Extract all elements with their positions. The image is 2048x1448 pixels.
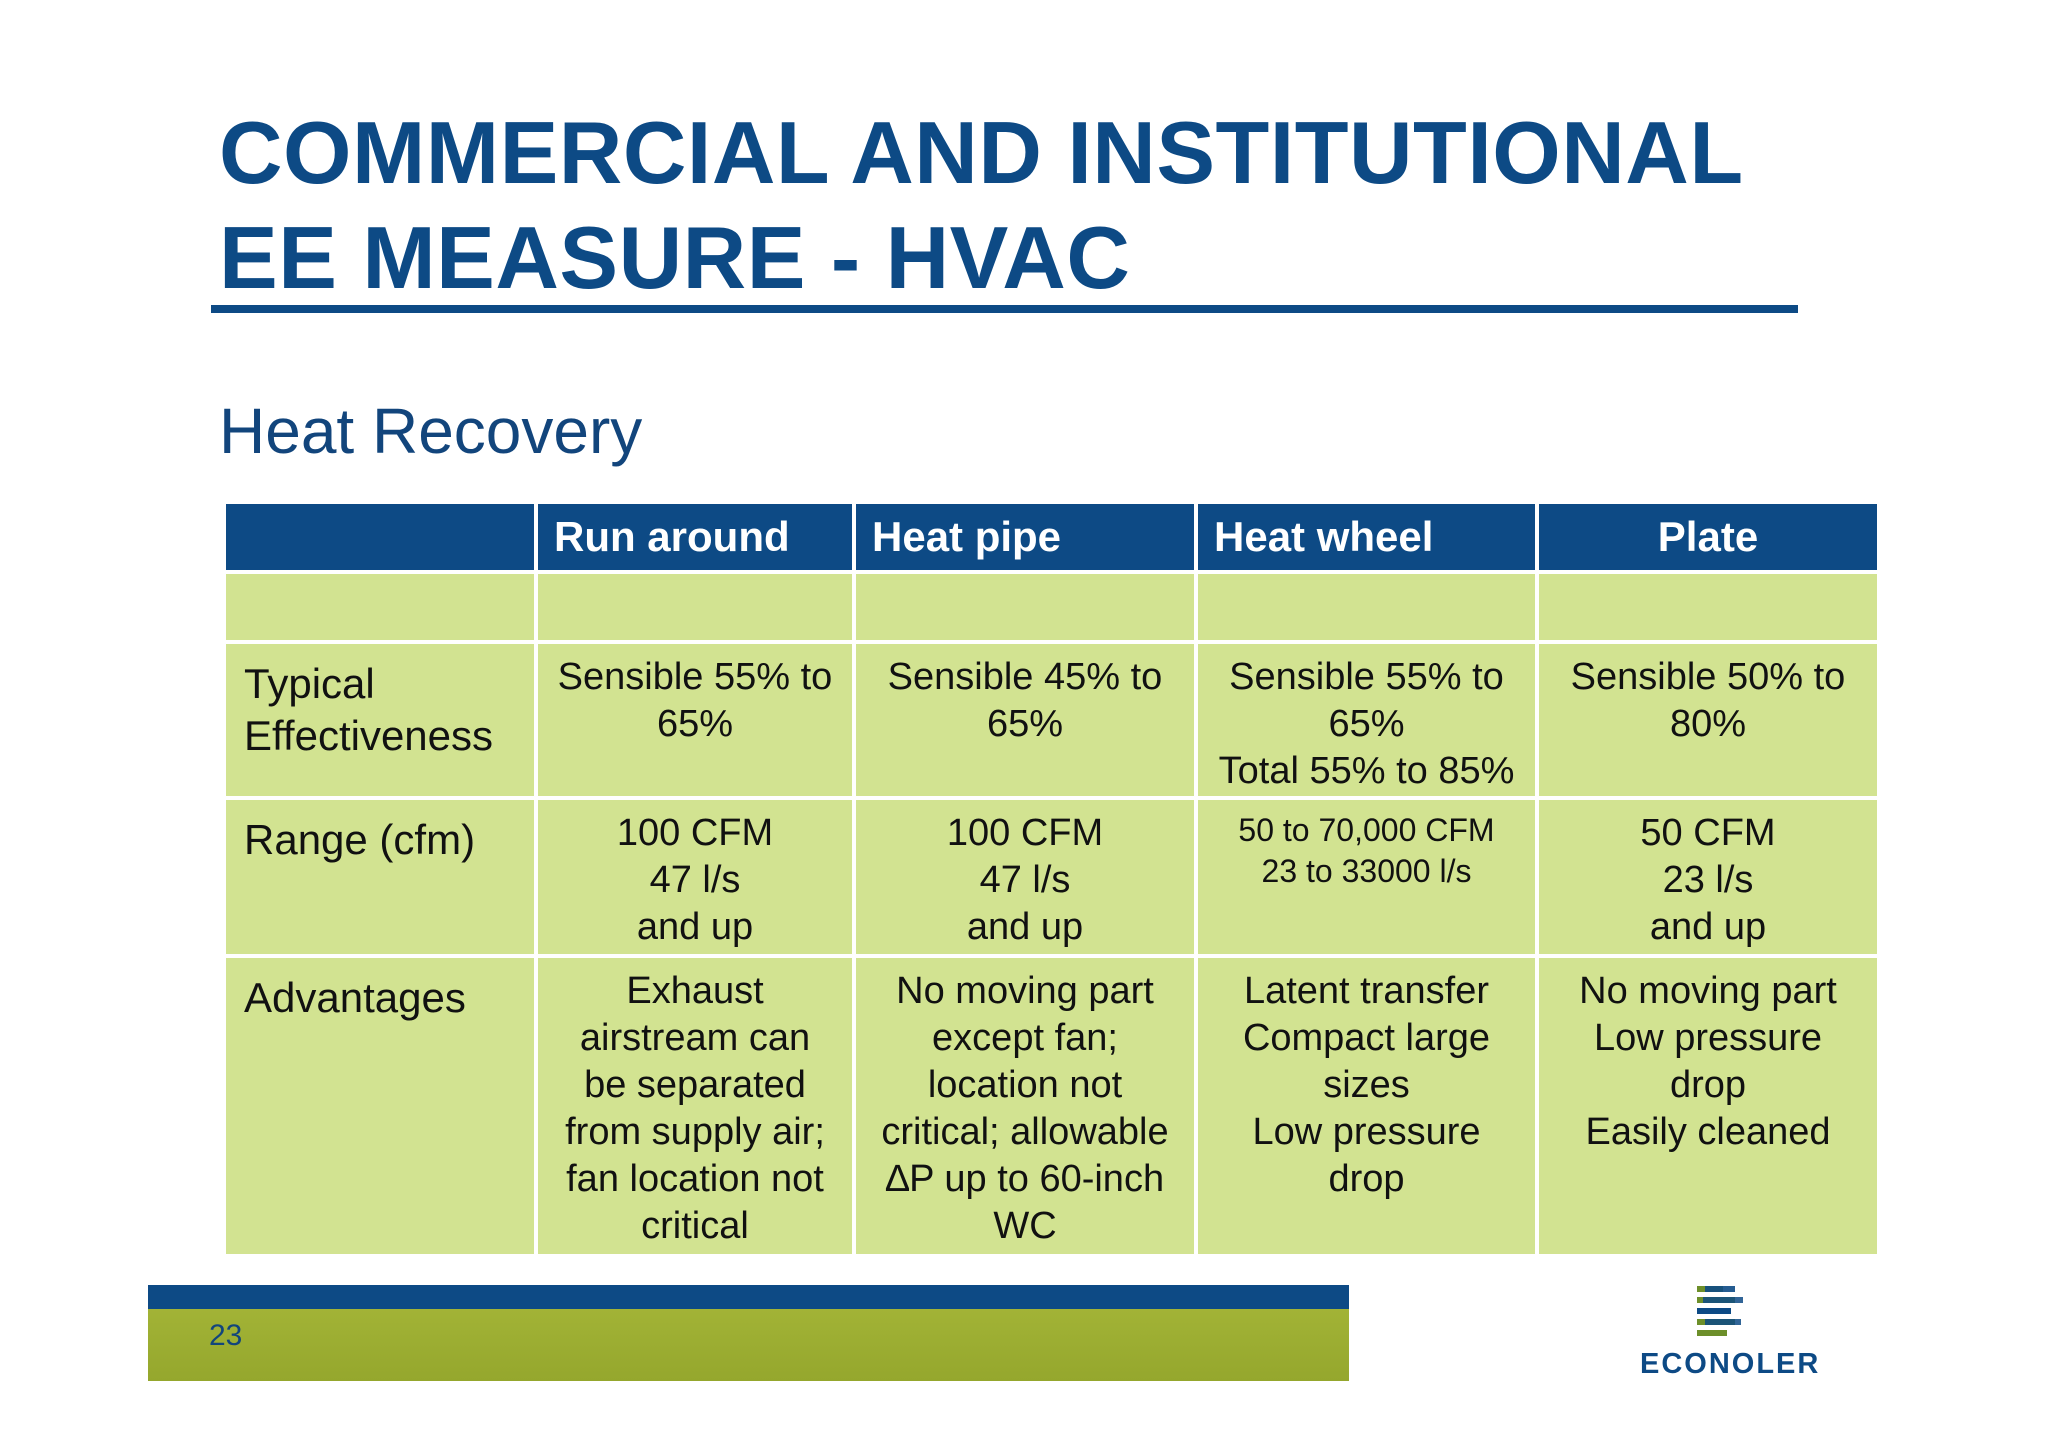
cell-line: 65% [656, 703, 734, 745]
table-row-empty [226, 574, 1877, 640]
table-row-range: Range (cfm) 100 CFM 47 l/s and up 100 CF… [226, 800, 1877, 954]
cell-line: critical [641, 1205, 749, 1247]
slide-title-line-2: EE MEASURE - HVAC [219, 208, 1131, 307]
cell-line: 100 CFM [616, 812, 774, 854]
heat-recovery-table: Run around Heat pipe Heat wheel Plate Ty… [222, 500, 1881, 1258]
effectiveness-plate: Sensible 50% to 80% [1539, 644, 1877, 796]
empty-cell [226, 574, 534, 640]
cell-line: Total 55% to 85% [1218, 750, 1515, 792]
header-run-around: Run around [538, 504, 852, 570]
cell-line: ∆P up to 60-inch [885, 1158, 1165, 1200]
row-label-line: Advantages [244, 974, 466, 1021]
cell-line: airstream can [579, 1017, 811, 1059]
footer-green-band [148, 1309, 1349, 1381]
cell-line: Exhaust [626, 970, 764, 1012]
cell-line: WC [993, 1205, 1057, 1247]
cell-line: drop [1669, 1064, 1747, 1106]
range-heat-pipe: 100 CFM 47 l/s and up [856, 800, 1194, 954]
table-row-advantages: Advantages Exhaust airstream can be sepa… [226, 958, 1877, 1254]
row-label-line: Effectiveness [244, 712, 494, 759]
row-label-range: Range (cfm) [226, 800, 534, 954]
slide-title-line-1: COMMERCIAL AND INSTITUTIONAL [219, 103, 1744, 202]
cell-line: be separated [584, 1064, 806, 1106]
row-label-line: Typical [244, 660, 375, 707]
econoler-logo: ECONOLER [1630, 1282, 1830, 1382]
cell-line: from supply air; [565, 1111, 825, 1153]
cell-line: sizes [1323, 1064, 1410, 1106]
cell-line: critical; allowable [881, 1111, 1169, 1153]
cell-line: 23 l/s [1662, 859, 1754, 901]
title-underline [211, 305, 1798, 313]
footer-blue-band [148, 1285, 1349, 1309]
header-plate: Plate [1539, 504, 1877, 570]
cell-line: and up [1649, 906, 1767, 948]
cell-line: fan location not [566, 1158, 824, 1200]
row-label-effectiveness: Typical Effectiveness [226, 644, 534, 796]
range-heat-wheel: 50 to 70,000 CFM 23 to 33000 l/s [1198, 800, 1535, 954]
cell-line: Sensible 45% to [887, 656, 1163, 698]
cell-line: Sensible 50% to [1570, 656, 1846, 698]
cell-line: 100 CFM [946, 812, 1104, 854]
header-heat-pipe: Heat pipe [856, 504, 1194, 570]
effectiveness-heat-pipe: Sensible 45% to 65% [856, 644, 1194, 796]
cell-line: 50 to 70,000 CFM [1238, 812, 1495, 848]
cell-line: Sensible 55% to [557, 656, 833, 698]
advantages-plate: No moving part Low pressure drop Easily … [1539, 958, 1877, 1254]
empty-cell [538, 574, 852, 640]
advantages-run-around: Exhaust airstream can be separated from … [538, 958, 852, 1254]
cell-line: drop [1328, 1158, 1405, 1200]
cell-line: Compact large [1242, 1017, 1491, 1059]
empty-cell [856, 574, 1194, 640]
table-header-row: Run around Heat pipe Heat wheel Plate [226, 504, 1877, 570]
range-plate: 50 CFM 23 l/s and up [1539, 800, 1877, 954]
cell-line: 47 l/s [649, 859, 741, 901]
cell-line: Sensible 55% to [1229, 656, 1504, 698]
econoler-logo-text: ECONOLER [1640, 1348, 1821, 1380]
empty-cell [1539, 574, 1877, 640]
cell-line: 65% [1328, 703, 1405, 745]
cell-line: Low pressure [1252, 1111, 1481, 1153]
empty-cell [1198, 574, 1535, 640]
advantages-heat-wheel: Latent transfer Compact large sizes Low … [1198, 958, 1535, 1254]
cell-line: and up [636, 906, 754, 948]
row-label-line: Range (cfm) [244, 816, 476, 863]
cell-line: 80% [1669, 703, 1747, 745]
effectiveness-run-around: Sensible 55% to 65% [538, 644, 852, 796]
range-run-around: 100 CFM 47 l/s and up [538, 800, 852, 954]
header-cell-blank [226, 504, 534, 570]
section-subtitle: Heat Recovery [219, 395, 643, 467]
cell-line: 65% [986, 703, 1064, 745]
cell-line: 23 to 33000 l/s [1261, 853, 1472, 889]
cell-line: and up [966, 906, 1084, 948]
cell-line: location not [927, 1064, 1123, 1106]
cell-line: 47 l/s [979, 859, 1071, 901]
header-heat-wheel: Heat wheel [1198, 504, 1535, 570]
table-row-effectiveness: Typical Effectiveness Sensible 55% to 65… [226, 644, 1877, 796]
cell-line: Easily cleaned [1585, 1111, 1831, 1153]
econoler-logo-mark-icon [1697, 1286, 1743, 1336]
page-number: 23 [209, 1319, 243, 1352]
row-label-advantages: Advantages [226, 958, 534, 1254]
cell-line: No moving part [1579, 970, 1837, 1012]
advantages-heat-pipe: No moving part except fan; location not … [856, 958, 1194, 1254]
slide-title: COMMERCIAL AND INSTITUTIONAL EE MEASURE … [219, 100, 1819, 310]
cell-line: 50 CFM [1640, 812, 1776, 854]
effectiveness-heat-wheel: Sensible 55% to 65% Total 55% to 85% [1198, 644, 1535, 796]
cell-line: Low pressure [1593, 1017, 1823, 1059]
cell-line: except fan; [932, 1017, 1118, 1059]
cell-line: Latent transfer [1243, 970, 1490, 1012]
cell-line: No moving part [896, 970, 1154, 1012]
